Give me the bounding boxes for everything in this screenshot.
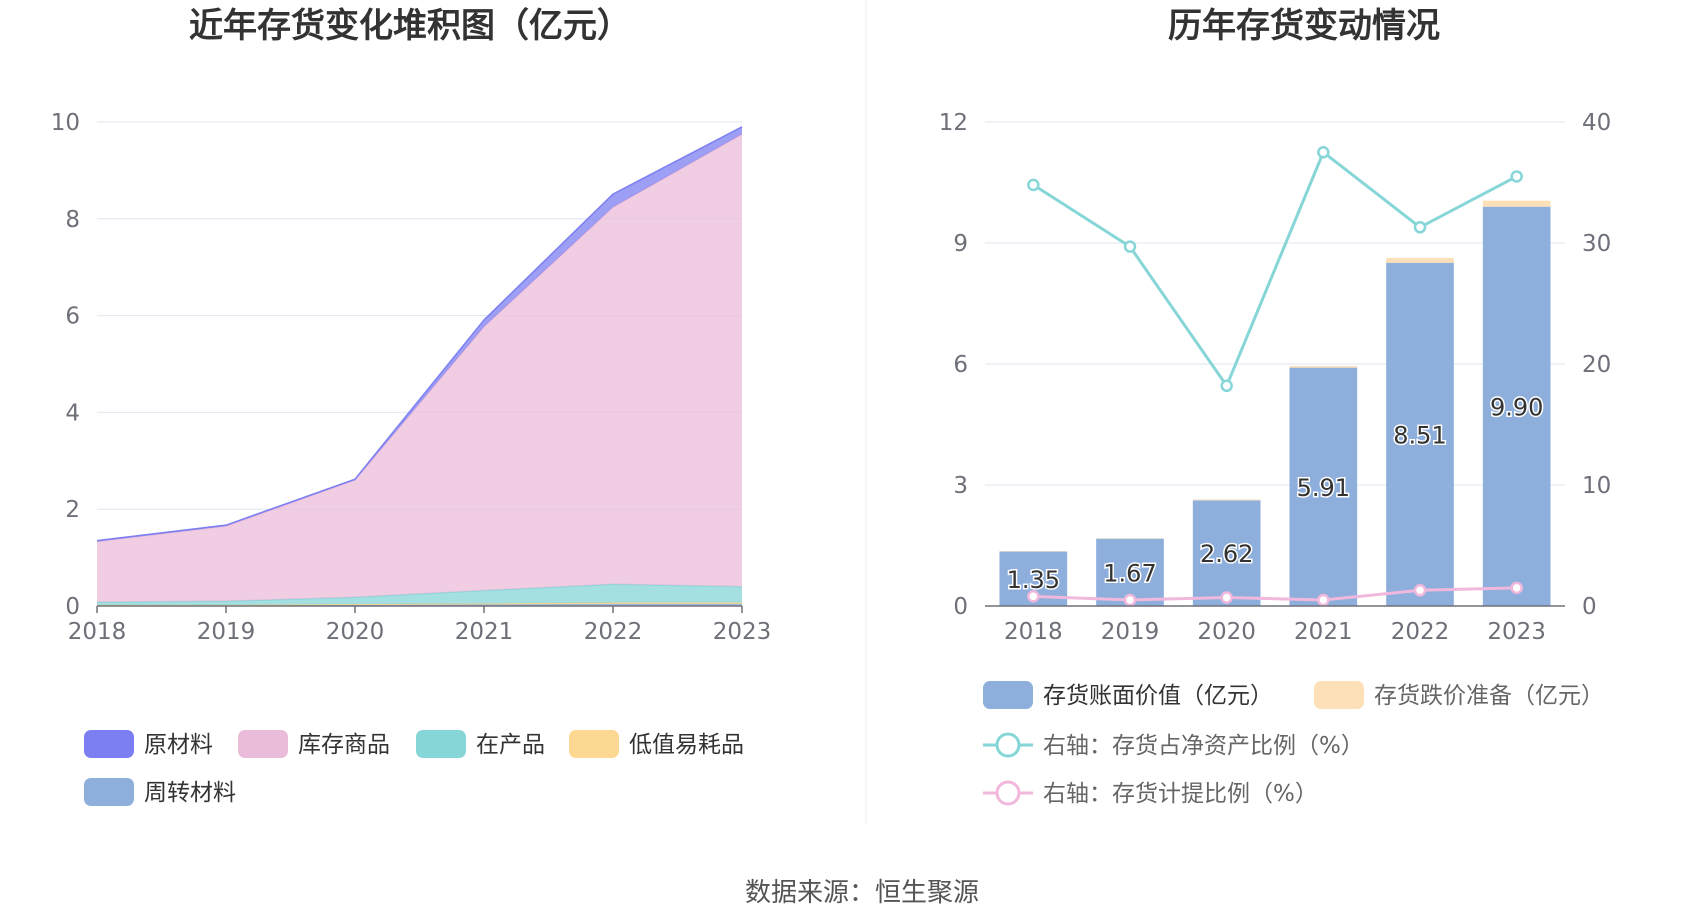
legend-label-右轴-存货计提比例-: 右轴：存货计提比例（%） (1043, 781, 1318, 807)
right-x-tick-label: 2022 (1391, 619, 1450, 645)
right-y2-tick-label: 0 (1582, 594, 1597, 620)
line-point-右轴-存货占净资产比例- (1123, 240, 1137, 253)
legend-label-周转材料: 周转材料 (144, 780, 236, 806)
legend-swatch-库存商品 (238, 730, 288, 758)
left-y-tick-label: 10 (51, 110, 80, 136)
left-x-tick-label: 2018 (68, 619, 127, 645)
legend-swatch-存货账面价值-亿元- (983, 681, 1033, 709)
area-原材料 (97, 126, 742, 542)
right-y2-tick-label: 40 (1582, 110, 1611, 136)
legend-swatch-原材料 (84, 730, 134, 758)
legend-swatch-周转材料 (84, 778, 134, 806)
legend-swatch-在产品 (416, 730, 466, 758)
bar-value-label: 9.90 (1490, 393, 1543, 421)
line-右轴-存货计提比例- (1033, 586, 1517, 602)
right-legend: 存货账面价值（亿元） 存货跌价准备（亿元） 右轴：存货占净资产比例（%） 右轴：存货计… (983, 681, 1604, 807)
right-y-tick-label: 0 (953, 594, 968, 620)
left-y-tick-label: 6 (65, 304, 80, 330)
right-x-tick-label: 2020 (1197, 619, 1256, 645)
line-point-右轴-存货计提比例- (1220, 591, 1233, 604)
right-y-tick-label: 9 (953, 231, 968, 257)
bar-存货账面价值-亿元- (1192, 500, 1261, 606)
left-areas (96, 126, 743, 607)
legend-swatch-低值易耗品 (569, 730, 619, 758)
left-y-tick-label: 2 (65, 497, 80, 523)
legend-label-在产品: 在产品 (476, 732, 545, 758)
bar-value-label: 1.67 (1103, 559, 1156, 587)
data-source-text: 数据来源：恒生聚源 (745, 878, 979, 908)
line-point-右轴-存货计提比例- (1123, 593, 1137, 607)
line-point-右轴-存货占净资产比例- (1027, 178, 1040, 192)
right-chart: 历年存货变动情况 1.35 1.67 2.62 5.91 8.51 9.90 0 3 6 9 12… (939, 6, 1612, 807)
legend-label-低值易耗品: 低值易耗品 (629, 732, 744, 758)
bar-value-label: 2.62 (1200, 540, 1253, 568)
bar-存货跌价准备-亿元- (1482, 200, 1551, 207)
right-grid (985, 121, 1565, 486)
legend-label-存货跌价准备-亿元-: 存货跌价准备（亿元） (1374, 683, 1604, 709)
bar-存货跌价准备-亿元- (1192, 499, 1261, 501)
legend-label-库存商品: 库存商品 (298, 732, 390, 758)
line-point-右轴-存货占净资产比例- (1413, 221, 1427, 234)
right-y2-tick-label: 10 (1582, 473, 1611, 499)
right-x-tick-label: 2023 (1487, 619, 1546, 645)
bar-存货账面价值-亿元- (1386, 262, 1454, 606)
right-y-tick-label: 12 (939, 110, 968, 136)
left-x-tick-label: 2022 (584, 619, 643, 645)
area-line-原材料 (96, 126, 743, 542)
bar-value-label: 5.91 (1297, 474, 1350, 502)
bar-存货账面价值-亿元- (1482, 206, 1551, 606)
right-chart-title: 历年存货变动情况 (1168, 6, 1440, 46)
area-库存商品 (97, 134, 742, 603)
line-point-右轴-存货计提比例- (1510, 581, 1523, 595)
right-x-tick-label: 2018 (1004, 619, 1063, 645)
right-y-tick-label: 6 (953, 352, 968, 378)
right-bars: 1.35 1.67 2.62 5.91 8.51 9.90 (999, 200, 1551, 606)
line-右轴-存货占净资产比例- (1032, 149, 1518, 389)
right-y2-tick-label: 30 (1582, 231, 1611, 257)
left-y-tick-label: 0 (65, 594, 80, 620)
line-point-右轴-存货占净资产比例- (1510, 170, 1523, 183)
bar-value-label: 1.35 (1007, 566, 1060, 594)
left-chart-title: 近年存货变化堆积图（亿元） (189, 6, 631, 46)
left-x-tick-label: 2023 (713, 619, 772, 645)
bar-value-label: 8.51 (1393, 421, 1446, 449)
right-x-tick-label: 2021 (1294, 619, 1353, 645)
right-axis: 0 3 6 9 12 0 10 20 30 40 2018 2019 2020 2021 2022 2023 (939, 110, 1612, 645)
legend-swatch-存货跌价准备-亿元- (1314, 681, 1364, 709)
bar-存货账面价值-亿元- (1289, 367, 1358, 606)
right-y-tick-label: 3 (953, 473, 968, 499)
legend-marker-右轴-存货计提比例- (995, 780, 1021, 806)
left-y-tick-label: 8 (65, 207, 80, 233)
line-point-右轴-存货计提比例- (1027, 590, 1040, 603)
line-point-右轴-存货占净资产比例- (1220, 379, 1233, 393)
right-x-tick-label: 2019 (1101, 619, 1160, 645)
bar-存货跌价准备-亿元- (1289, 366, 1358, 368)
left-x-tick-label: 2021 (455, 619, 514, 645)
right-lines (1027, 146, 1523, 607)
bar-存货跌价准备-亿元- (1386, 257, 1454, 263)
left-x-tick-label: 2019 (197, 619, 256, 645)
line-point-右轴-存货计提比例- (1317, 593, 1330, 607)
left-chart: 近年存货变化堆积图（亿元） 0 2 4 6 8 10 2018 2019 2020 2021 202… (51, 6, 772, 806)
left-y-tick-label: 4 (65, 400, 80, 426)
line-point-右轴-存货占净资产比例- (1317, 146, 1330, 159)
left-axis: 0 2 4 6 8 10 2018 2019 2020 2021 2022 2023 (51, 110, 772, 645)
legend-label-原材料: 原材料 (144, 732, 213, 758)
left-x-tick-label: 2020 (326, 619, 385, 645)
legend-label-右轴-存货占净资产比例-: 右轴：存货占净资产比例（%） (1043, 733, 1364, 759)
legend-marker-右轴-存货占净资产比例- (995, 732, 1021, 758)
legend-label-存货账面价值-亿元-: 存货账面价值（亿元） (1043, 683, 1273, 709)
right-y2-tick-label: 20 (1582, 352, 1611, 378)
line-point-右轴-存货计提比例- (1413, 584, 1427, 597)
